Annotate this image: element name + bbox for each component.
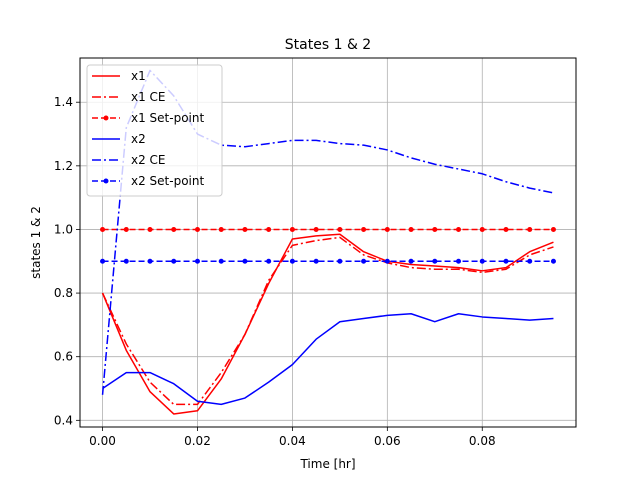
- data-point: [289, 226, 295, 232]
- data-point: [194, 258, 200, 264]
- data-point: [361, 226, 367, 232]
- data-point: [242, 258, 248, 264]
- data-point: [218, 226, 224, 232]
- chart-title: States 1 & 2: [285, 37, 371, 53]
- data-point: [408, 258, 414, 264]
- legend-marker: [103, 178, 109, 184]
- data-point: [550, 226, 556, 232]
- series-x1-ce: [101, 236, 554, 406]
- data-point: [432, 258, 438, 264]
- data-point: [313, 258, 319, 264]
- data-point: [266, 258, 272, 264]
- data-point: [289, 258, 295, 264]
- series-x1-set-point: [100, 226, 556, 232]
- data-point: [456, 258, 462, 264]
- series-x2-ce: [101, 69, 554, 395]
- data-point: [313, 226, 319, 232]
- series-line: [101, 69, 554, 395]
- x-tick-label: 0.02: [184, 434, 211, 448]
- data-point: [503, 258, 509, 264]
- x-tick-label: 0.08: [469, 434, 496, 448]
- series-x2: [102, 313, 554, 406]
- data-point: [384, 258, 390, 264]
- legend-entry-x1: x1: [92, 69, 146, 83]
- data-point: [337, 258, 343, 264]
- series-x2-set-point: [100, 258, 556, 264]
- legend-entry-x1-ce: x1 CE: [92, 90, 166, 104]
- data-point: [100, 226, 106, 232]
- data-point: [384, 226, 390, 232]
- series-line: [101, 236, 554, 406]
- legend-label: x1: [131, 69, 146, 83]
- y-axis-label: states 1 & 2: [29, 206, 43, 279]
- legend-label: x1 CE: [131, 90, 166, 104]
- data-point: [194, 226, 200, 232]
- legend-label: x2 CE: [131, 153, 166, 167]
- data-point: [147, 226, 153, 232]
- y-tick-label: 0.8: [54, 286, 73, 300]
- series-x1: [101, 233, 554, 415]
- legend-box: [86, 64, 223, 197]
- y-tick-label: 1.4: [54, 95, 73, 109]
- y-tick-label: 0.4: [54, 413, 73, 427]
- data-point: [408, 226, 414, 232]
- data-point: [361, 258, 367, 264]
- ticks: 0.00 0.02 0.04 0.06 0.08 0.4 0.6 0.8 1.0 1.2 1.4: [54, 95, 496, 448]
- data-point: [171, 258, 177, 264]
- data-point: [171, 226, 177, 232]
- legend-marker: [103, 115, 109, 121]
- series-line: [101, 233, 554, 415]
- x-tick-label: 0.06: [374, 434, 401, 448]
- data-point: [479, 258, 485, 264]
- series-line: [102, 313, 554, 406]
- data-point: [242, 226, 248, 232]
- data-point: [100, 258, 106, 264]
- data-point: [550, 258, 556, 264]
- y-tick-label: 1.2: [54, 159, 73, 173]
- legend-entry-x2: x2: [92, 132, 146, 146]
- x-tick-label: 0.00: [89, 434, 116, 448]
- data-point: [147, 258, 153, 264]
- legend-label: x1 Set-point: [131, 111, 204, 125]
- axes-frame: [79, 57, 577, 428]
- data-point: [503, 226, 509, 232]
- legend-entry-x1-set-point: x1 Set-point: [92, 111, 204, 125]
- data-point: [479, 226, 485, 232]
- data-point: [337, 226, 343, 232]
- x-axis-label: Time [hr]: [299, 457, 355, 471]
- data-point: [527, 226, 533, 232]
- data-point: [123, 258, 129, 264]
- series-group: [100, 69, 556, 415]
- data-point: [456, 226, 462, 232]
- legend-entry-x2-ce: x2 CE: [92, 153, 166, 167]
- data-point: [123, 226, 129, 232]
- y-tick-label: 1.0: [54, 222, 73, 236]
- legend-label: x2: [131, 132, 146, 146]
- data-point: [432, 226, 438, 232]
- data-point: [218, 258, 224, 264]
- legend: x1 x1 CE x1 Set-point x2 x2 CE x2 Set-point: [86, 64, 223, 197]
- x-tick-label: 0.04: [279, 434, 306, 448]
- y-tick-label: 0.6: [54, 350, 73, 364]
- legend-label: x2 Set-point: [131, 174, 204, 188]
- data-point: [266, 226, 272, 232]
- legend-entry-x2-set-point: x2 Set-point: [92, 174, 204, 188]
- data-point: [527, 258, 533, 264]
